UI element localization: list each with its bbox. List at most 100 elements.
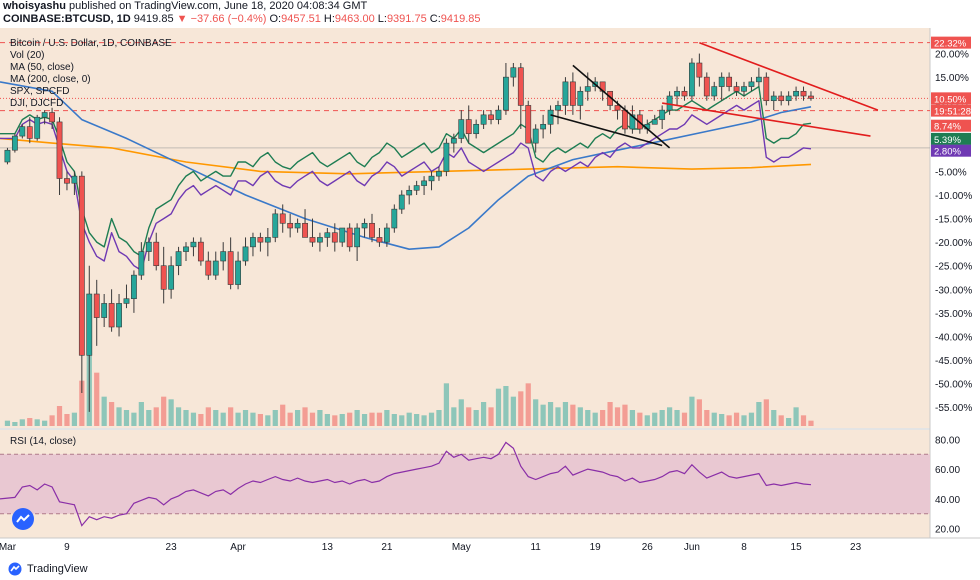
x-tick-label: 23 [850, 542, 862, 553]
ma50-polyline [0, 81, 812, 250]
candle-body [674, 90, 680, 97]
candle-body [555, 105, 561, 111]
rsi-polyline [0, 441, 812, 527]
candle-body [488, 114, 494, 120]
y-tick-label: -30.00% [935, 285, 972, 296]
candle-body [614, 105, 621, 111]
y-tick-label: -5.00% [935, 167, 967, 178]
volume-bar [265, 415, 271, 426]
x-tick-label: Mar [0, 542, 17, 553]
volume-bar [570, 404, 576, 426]
close-value: 9419.85 [440, 13, 481, 25]
volume-bar [123, 410, 130, 426]
volume-bar [607, 402, 613, 426]
candle-body [659, 109, 666, 120]
volume-bar [763, 399, 769, 426]
price-change: ▼ −37.66 (−0.4%) [176, 13, 267, 25]
legend-ma50[interactable]: MA (50, close) [10, 62, 74, 73]
candle-body [86, 293, 93, 356]
candle-body [235, 260, 241, 285]
volume-bar [56, 406, 63, 426]
x-tick-label: 21 [381, 542, 393, 553]
volume-bar [696, 399, 702, 426]
candle-body [257, 237, 264, 243]
legend-spx[interactable]: SPX, SPCFD [10, 86, 70, 97]
candle-body [49, 112, 55, 123]
chart-legend: Bitcoin / U.S. Dollar, 1D, COINBASE Vol … [10, 38, 172, 110]
x-tick-label: 8 [741, 542, 747, 553]
candle-body [562, 81, 569, 106]
volume-bar [183, 410, 189, 426]
x-tick-label: 23 [166, 542, 178, 553]
volume-bar [666, 407, 673, 426]
y-tick-label: -35.00% [935, 309, 972, 320]
volume-bar [652, 412, 658, 426]
candle-body [808, 95, 814, 99]
price-label-text: 2.80% [934, 147, 961, 158]
volume-bar [585, 410, 591, 426]
volume-bar [272, 410, 278, 426]
symbol-name: COINBASE:BTCUSD, 1D [3, 13, 131, 25]
volume-bar [473, 410, 479, 426]
volume-bar [428, 412, 435, 426]
candle-body [421, 180, 427, 186]
trendline [572, 64, 671, 149]
candle-body [264, 237, 271, 243]
volume-bar [756, 402, 762, 426]
tradingview-badge-icon[interactable] [12, 508, 34, 530]
candle-body [138, 251, 145, 276]
volume-bar [644, 415, 650, 426]
volume-bar [451, 407, 457, 426]
candle-body [376, 237, 383, 243]
volume-bar [213, 410, 219, 426]
volume-bar [793, 407, 799, 426]
x-tick-label: 9 [64, 542, 70, 553]
volume-bar [443, 383, 450, 426]
volume-bar [510, 396, 516, 426]
volume-bar [600, 410, 606, 426]
volume-bar [168, 399, 174, 426]
rsi-tick-label: 40.00 [935, 495, 960, 506]
volume-bar [495, 388, 502, 426]
y-tick-label: 20.00% [935, 50, 969, 61]
volume-bar [198, 414, 204, 426]
legend-dji[interactable]: DJI, DJCFD [10, 98, 64, 109]
candle-body [398, 194, 405, 210]
volume-bar [786, 418, 792, 426]
footer-brand[interactable]: TradingView [27, 563, 88, 575]
volume-bar [317, 410, 323, 426]
candle-body [294, 222, 301, 229]
y-tick-label: -15.00% [935, 215, 972, 226]
legend-vol[interactable]: Vol (20) [10, 50, 45, 61]
volume-bar [369, 412, 375, 426]
volume-bar [711, 412, 717, 426]
volume-bar [302, 407, 308, 426]
volume-bar [800, 415, 807, 426]
tradingview-logo-icon [8, 562, 22, 576]
legend-ma200[interactable]: MA (200, close, 0) [10, 74, 91, 85]
chart-area[interactable]: 20.00%15.00%10.00%5.00%0.00%-5.00%-10.00… [0, 28, 980, 558]
candle-body [503, 76, 509, 111]
candle-body [101, 303, 108, 318]
candle-body [458, 119, 465, 139]
candle-body [718, 76, 725, 87]
candle-body [4, 149, 11, 163]
volume-bar [406, 412, 412, 426]
volume-bar [689, 396, 695, 426]
volume-bar [161, 396, 167, 426]
volume-bar [518, 391, 524, 426]
legend-title: Bitcoin / U.S. Dollar, 1D, COINBASE [10, 38, 172, 49]
rsi-legend[interactable]: RSI (14, close) [10, 436, 77, 447]
time-axis[interactable]: Mar 9 23 Apr 13 21 May 11 19 26 Jun 8 15 23 [0, 542, 862, 553]
volume-bar [577, 407, 583, 426]
volume-bar [562, 402, 569, 426]
candle-body [190, 241, 197, 248]
volume-bar [101, 396, 107, 426]
volume-bar [4, 420, 11, 426]
candle-body [108, 303, 115, 328]
volume-bar [592, 412, 598, 426]
y-tick-label: -20.00% [935, 238, 972, 249]
volume-bar [622, 404, 628, 426]
publisher-name[interactable]: whoisyashu [3, 0, 66, 12]
candle-body [168, 265, 175, 290]
